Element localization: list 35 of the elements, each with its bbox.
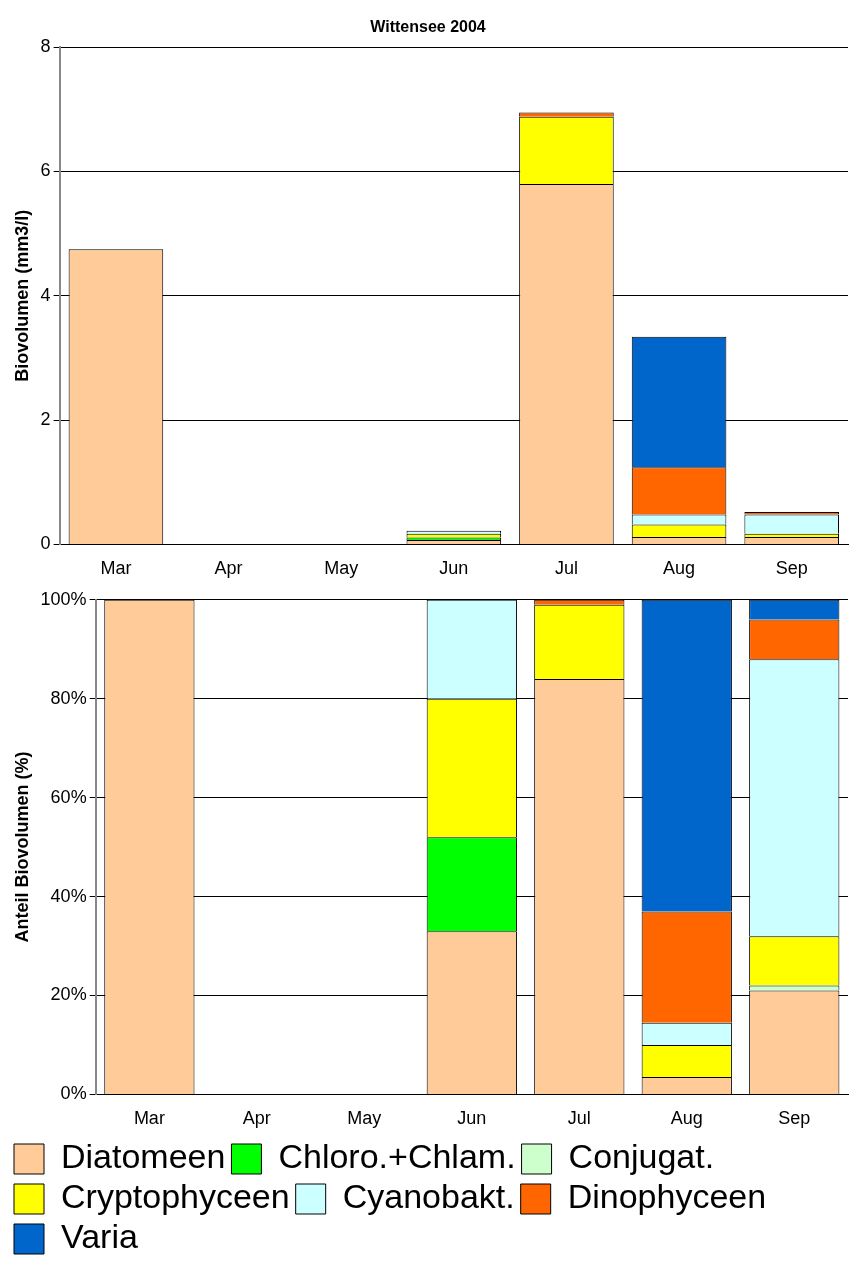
y-tick-label: 0: [40, 533, 51, 554]
x-tick-label: Aug: [663, 558, 696, 579]
legend-label: Diatomeen: [61, 1137, 226, 1176]
x-tick-label: Jun: [457, 1108, 487, 1129]
y-tick-label: 6: [40, 160, 51, 181]
y-tick-label: 100%: [40, 588, 87, 609]
legend-label: Conjugat.: [568, 1137, 715, 1176]
legend-label: Cryptophyceen: [61, 1177, 290, 1216]
x-tick-label: May: [324, 558, 359, 579]
x-tick-label: Mar: [100, 558, 132, 579]
x-tick-label: May: [347, 1108, 382, 1129]
legend-label: Dinophyceen: [567, 1177, 767, 1216]
y-tick-label: 4: [40, 284, 51, 305]
y-tick-label: 40%: [50, 885, 87, 906]
chart-title: Wittensee 2004: [370, 18, 486, 36]
legend-label: Varia: [61, 1217, 138, 1256]
y-axis-title: Biovolumen (mm3/l): [11, 209, 32, 382]
y-axis-title: Anteil Biovolumen (%): [11, 751, 32, 943]
x-tick-label: Apr: [214, 558, 243, 579]
legend-label: Cyanobakt.: [342, 1177, 515, 1216]
legend-label: Chloro.+Chlam.: [278, 1137, 516, 1176]
y-tick-label: 80%: [50, 687, 87, 708]
x-tick-label: Jul: [567, 1108, 591, 1129]
y-tick-label: 20%: [50, 984, 87, 1005]
y-tick-label: 0%: [60, 1083, 87, 1104]
x-tick-label: Apr: [242, 1108, 271, 1129]
x-tick-label: Jun: [439, 558, 469, 579]
y-tick-label: 60%: [50, 786, 87, 807]
x-tick-label: Sep: [778, 1108, 811, 1129]
x-tick-label: Sep: [775, 558, 808, 579]
x-tick-label: Mar: [133, 1108, 165, 1129]
y-tick-label: 2: [40, 409, 51, 430]
y-tick-label: 8: [40, 36, 51, 57]
x-tick-label: Aug: [670, 1108, 703, 1129]
x-tick-label: Jul: [554, 558, 578, 579]
